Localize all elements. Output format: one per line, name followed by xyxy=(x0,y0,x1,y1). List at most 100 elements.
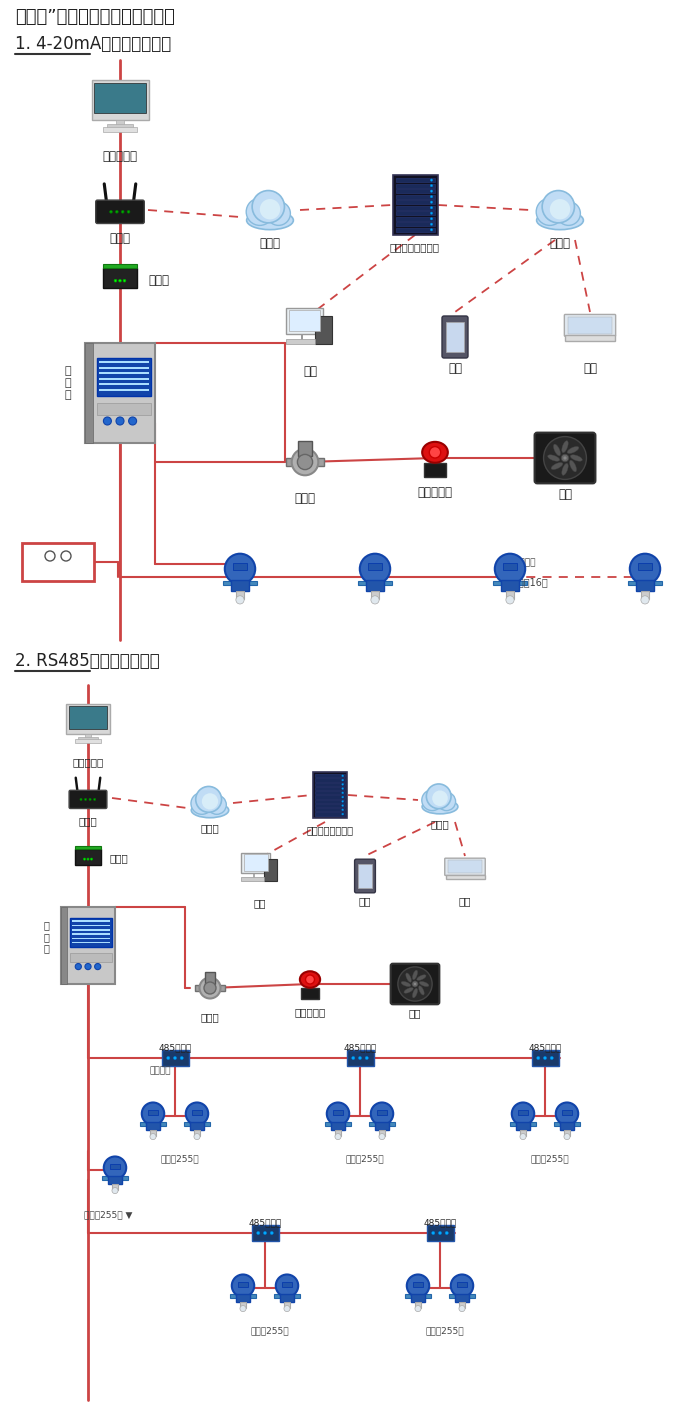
Circle shape xyxy=(430,218,433,219)
Text: 电脑: 电脑 xyxy=(303,364,317,378)
Bar xyxy=(85,343,155,443)
Bar xyxy=(393,174,438,235)
Circle shape xyxy=(358,1057,362,1059)
Circle shape xyxy=(550,1057,554,1059)
Circle shape xyxy=(445,1231,449,1234)
Bar xyxy=(236,591,244,599)
Circle shape xyxy=(342,805,344,806)
Bar xyxy=(331,1121,344,1130)
Circle shape xyxy=(94,798,96,801)
Bar xyxy=(70,953,112,962)
Circle shape xyxy=(430,224,433,225)
Circle shape xyxy=(351,1057,355,1059)
Circle shape xyxy=(342,809,344,810)
Bar xyxy=(315,812,345,816)
Circle shape xyxy=(85,798,87,801)
Circle shape xyxy=(204,982,216,993)
Bar xyxy=(122,1176,128,1179)
Circle shape xyxy=(342,792,344,794)
Circle shape xyxy=(257,1231,260,1234)
Bar xyxy=(192,1110,202,1114)
Circle shape xyxy=(240,1306,246,1311)
Circle shape xyxy=(260,198,280,219)
Circle shape xyxy=(550,198,570,219)
Circle shape xyxy=(263,1231,267,1234)
Text: 2. RS485信号连接系统图: 2. RS485信号连接系统图 xyxy=(15,651,160,670)
Text: 485中继器: 485中继器 xyxy=(528,1043,561,1052)
Circle shape xyxy=(512,1103,534,1126)
Bar xyxy=(284,1301,290,1309)
Bar xyxy=(313,772,347,817)
Text: ≋: ≋ xyxy=(461,862,469,872)
Bar xyxy=(315,782,345,787)
Circle shape xyxy=(556,1103,578,1126)
Circle shape xyxy=(298,454,313,470)
Text: 信号输出: 信号输出 xyxy=(514,559,536,567)
FancyBboxPatch shape xyxy=(96,200,144,224)
Bar xyxy=(628,581,636,585)
Circle shape xyxy=(207,795,226,815)
Bar xyxy=(530,1123,536,1126)
Bar xyxy=(293,1294,300,1297)
Text: 可连接16个: 可连接16个 xyxy=(512,577,548,587)
Bar xyxy=(274,1294,281,1297)
Bar xyxy=(564,1130,570,1135)
Circle shape xyxy=(414,982,416,986)
Bar xyxy=(395,189,435,193)
Bar xyxy=(519,581,527,585)
Circle shape xyxy=(112,1188,118,1193)
Text: ≋: ≋ xyxy=(252,857,260,867)
Text: AC 220V: AC 220V xyxy=(29,563,88,577)
Ellipse shape xyxy=(406,972,412,982)
Ellipse shape xyxy=(422,442,448,463)
Bar xyxy=(110,1164,120,1169)
Text: −: − xyxy=(44,549,56,563)
Text: 风机: 风机 xyxy=(409,1007,421,1019)
Circle shape xyxy=(430,196,433,198)
Bar xyxy=(506,591,514,599)
Text: 安帕尔网络服务器: 安帕尔网络服务器 xyxy=(390,242,440,252)
Text: −: − xyxy=(46,552,55,561)
Circle shape xyxy=(342,779,344,781)
Bar xyxy=(190,1121,204,1130)
Text: 信号输出: 信号输出 xyxy=(366,559,388,567)
Circle shape xyxy=(180,1057,183,1059)
Bar xyxy=(445,875,484,879)
Text: +: + xyxy=(60,549,72,563)
Circle shape xyxy=(87,858,89,860)
Bar xyxy=(395,228,435,232)
Bar xyxy=(395,200,435,204)
Text: @: @ xyxy=(551,203,569,221)
Circle shape xyxy=(104,416,111,425)
Text: 单机版电脑: 单机版电脑 xyxy=(72,757,104,767)
Text: 安帕尔网络服务器: 安帕尔网络服务器 xyxy=(307,825,354,834)
Bar xyxy=(103,263,137,269)
FancyBboxPatch shape xyxy=(442,317,468,357)
FancyBboxPatch shape xyxy=(355,860,375,893)
Text: 电脑: 电脑 xyxy=(253,898,266,908)
Bar xyxy=(75,850,101,865)
Circle shape xyxy=(196,787,222,812)
Circle shape xyxy=(342,796,344,798)
Ellipse shape xyxy=(401,982,411,986)
Bar xyxy=(510,1123,517,1126)
Bar xyxy=(244,854,268,871)
Bar xyxy=(140,1123,146,1126)
Text: +: + xyxy=(62,552,71,561)
Bar xyxy=(315,791,345,795)
Bar xyxy=(106,124,133,128)
Text: 互联网: 互联网 xyxy=(201,823,219,833)
Circle shape xyxy=(232,1275,254,1297)
Circle shape xyxy=(451,1275,473,1297)
Text: 单机版电脑: 单机版电脑 xyxy=(102,151,137,163)
Bar xyxy=(405,1294,412,1297)
Circle shape xyxy=(564,1134,570,1140)
Circle shape xyxy=(191,792,213,815)
Circle shape xyxy=(150,1134,156,1140)
Bar xyxy=(459,1301,465,1309)
Bar xyxy=(194,1130,199,1135)
Bar xyxy=(85,733,91,740)
FancyBboxPatch shape xyxy=(535,432,596,484)
Bar xyxy=(146,1121,160,1130)
Bar xyxy=(148,1110,158,1114)
